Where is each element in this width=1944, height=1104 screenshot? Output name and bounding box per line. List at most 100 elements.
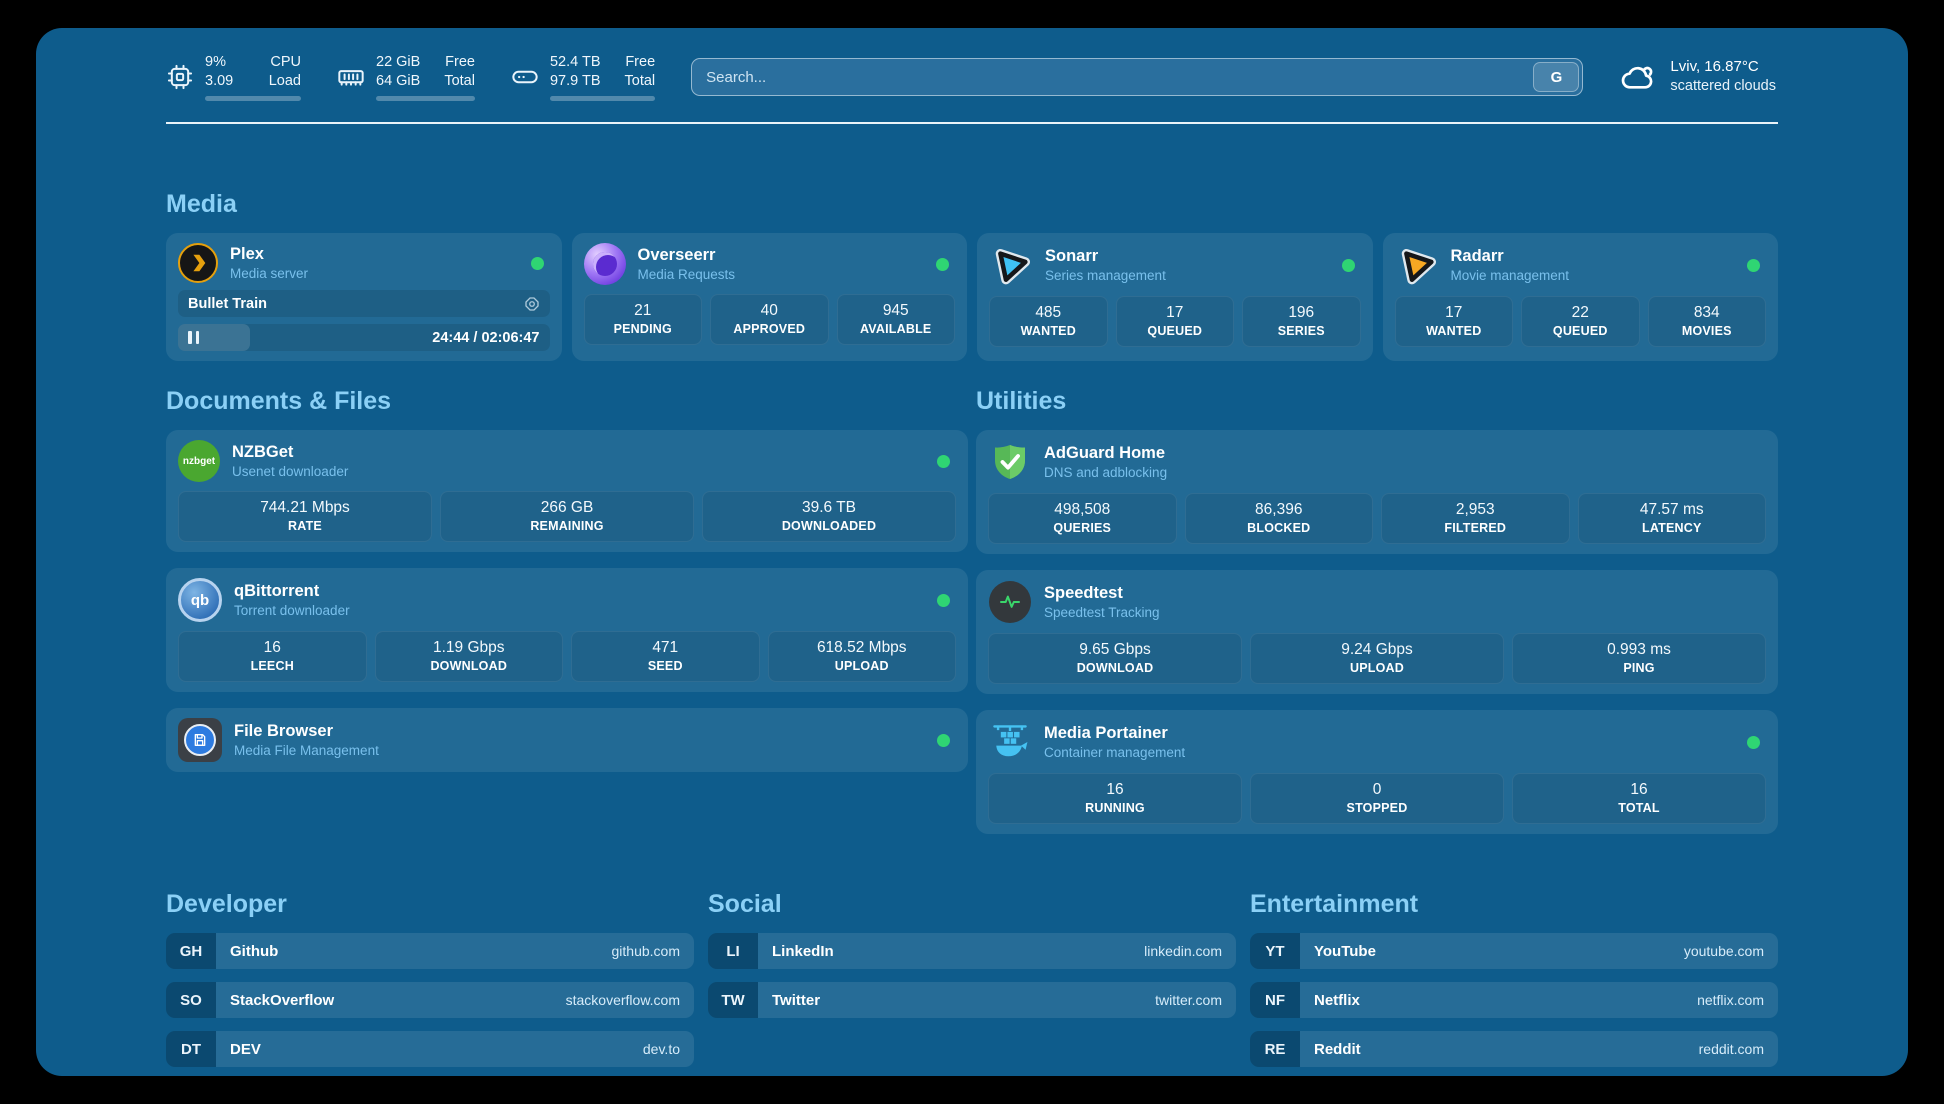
app-card-filebrowser[interactable]: File Browser Media File Management [166,708,968,772]
link-abbr: GH [166,933,216,969]
app-card-portainer[interactable]: Media Portainer Container management 16 R… [976,710,1778,834]
storage-stat: 52.4 TB 97.9 TB Free Total [511,53,656,102]
link-item-stackoverflow[interactable]: SO StackOverflow stackoverflow.com [166,982,694,1018]
section-heading-entertainment: Entertainment [1250,890,1419,918]
link-main: StackOverflow stackoverflow.com [216,982,694,1018]
app-title: Plex [230,245,264,263]
stat-value: 47.57 ms [1639,501,1704,518]
app-subtitle: Container management [1044,745,1186,760]
stat-label: PING [1623,661,1655,675]
portainer-icon [988,720,1032,764]
stat-value: 21 [634,302,652,319]
cloud-icon [1619,58,1657,96]
stats-row: 485 WANTED 17 QUEUED 196 SERIES [989,296,1361,347]
stats-row: 498,508 QUERIES 86,396 BLOCKED 2,953 FILTERED… [988,493,1766,544]
stat-box: 16 RUNNING [988,773,1242,824]
playback-progress-row: 24:44 / 02:06:47 [178,324,550,351]
card-header: qb qBittorrent Torrent downloader [178,578,956,622]
link-name: StackOverflow [230,991,335,1009]
app-card-radarr[interactable]: Radarr Movie management 17 WANTED 22 QUEUED… [1382,233,1778,361]
storage-total-value: 97.9 TB [549,72,601,89]
media-grid: Plex Media server Bullet Train [166,233,1778,361]
stat-box: 618.52 Mbps UPLOAD [767,631,956,682]
stat-value: 945 [882,302,909,319]
link-item-twitter[interactable]: TW Twitter twitter.com [708,982,1236,1018]
stat-label: QUEUED [1552,324,1608,338]
stat-value: 39.6 TB [801,499,856,516]
app-card-overseerr[interactable]: Overseerr Media Requests 21 PENDING 40 APPR… [571,233,967,361]
stat-label: FILTERED [1444,521,1507,535]
weather-widget[interactable]: Lviv, 16.87°C scattered clouds [1619,57,1776,97]
memory-free-label: Free [445,53,475,70]
app-card-nzbget[interactable]: nzbget NZBGet Usenet downloader 744.21 M… [166,430,968,552]
speedtest-icon [988,580,1032,624]
pause-button[interactable] [188,331,199,344]
storage-free-label: Free [625,53,656,70]
search-engine-button[interactable]: G [1533,62,1580,92]
gear-icon[interactable] [524,296,540,312]
stat-label: AVAILABLE [860,322,932,336]
stat-value: 22 [1571,304,1589,321]
app-subtitle: Media server [230,266,309,281]
link-item-reddit[interactable]: RE Reddit reddit.com [1250,1031,1778,1067]
stat-value: 17 [1166,304,1184,321]
link-item-dev[interactable]: DT DEV dev.to [166,1031,694,1067]
stat-value: 16 [263,639,281,656]
app-card-qbittorrent[interactable]: qb qBittorrent Torrent downloader 16 LEEC… [166,568,968,692]
stat-label: WANTED [1426,324,1482,338]
card-header: Radarr Movie management [1395,243,1767,287]
section-developer: Developer GH Github github.com SO StackOverf… [166,890,694,1067]
stats-row: 16 LEECH 1.19 Gbps DOWNLOAD 471 SEED 618.52 Mb… [178,631,956,682]
storage-icon [511,63,539,91]
stat-value: 17 [1445,304,1463,321]
social-links: LI LinkedIn linkedin.com TW Twitter twitter.c… [708,933,1236,1018]
status-dot [936,257,949,271]
stat-label: LATENCY [1642,521,1702,535]
cpu-load-label: Load [268,72,301,89]
entertainment-links: YT YouTube youtube.com NF Netflix netflix.com… [1250,933,1778,1067]
stat-box: 744.21 Mbps RATE [178,491,432,542]
card-header: Plex Media server [178,243,550,283]
stat-label: TOTAL [1618,801,1660,815]
section-utilities: Utilities AdGuard Home [976,387,1778,834]
link-main: YouTube youtube.com [1300,933,1778,969]
link-item-youtube[interactable]: YT YouTube youtube.com [1250,933,1778,969]
app-card-adguard[interactable]: AdGuard Home DNS and adblocking 498,508 Q… [976,430,1778,554]
system-stats: 9% 3.09 CPU Load [166,53,656,102]
link-item-linkedin[interactable]: LI LinkedIn linkedin.com [708,933,1236,969]
stat-value: 196 [1288,304,1315,321]
stat-label: PENDING [613,322,672,336]
pulse-icon [989,581,1031,623]
stat-box: 945 AVAILABLE [836,294,955,345]
stats-row: 21 PENDING 40 APPROVED 945 AVAILABLE [583,294,955,345]
stat-value: 40 [760,302,778,319]
app-subtitle: Movie management [1450,268,1570,283]
app-subtitle: Usenet downloader [232,464,349,479]
search-input[interactable] [691,58,1584,96]
stat-label: LEECH [250,659,294,673]
card-header: nzbget NZBGet Usenet downloader [178,440,956,482]
stats-row: 744.21 Mbps RATE 266 GB REMAINING 39.6 TB DOW… [178,491,956,542]
cpu-load-value: 3.09 [205,72,234,89]
qbittorrent-icon: qb [178,578,222,622]
link-item-netflix[interactable]: NF Netflix netflix.com [1250,982,1778,1018]
app-card-plex[interactable]: Plex Media server Bullet Train [166,233,562,361]
link-main: LinkedIn linkedin.com [758,933,1236,969]
section-documents: Documents & Files nzbget NZBGet Usenet d… [166,387,968,834]
status-dot [530,256,544,270]
stat-box: 21 PENDING [583,294,702,345]
stat-value: 471 [652,639,679,656]
stat-value: 9.65 Gbps [1079,641,1151,658]
link-item-github[interactable]: GH Github github.com [166,933,694,969]
link-url: youtube.com [1683,943,1764,959]
stat-box: 498,508 QUERIES [988,493,1177,544]
card-header: Speedtest Speedtest Tracking [988,580,1766,624]
link-abbr: LI [708,933,758,969]
app-card-sonarr[interactable]: Sonarr Series management 485 WANTED 17 QUEU… [977,233,1373,361]
developer-links: GH Github github.com SO StackOverflow stackov… [166,933,694,1067]
app-card-speedtest[interactable]: Speedtest Speedtest Tracking 9.65 Gbps DO… [976,570,1778,694]
app-subtitle: Media File Management [234,743,379,758]
card-header: Overseerr Media Requests [583,243,956,285]
storage-progress-bar [549,96,656,102]
section-heading-developer: Developer [166,890,287,918]
